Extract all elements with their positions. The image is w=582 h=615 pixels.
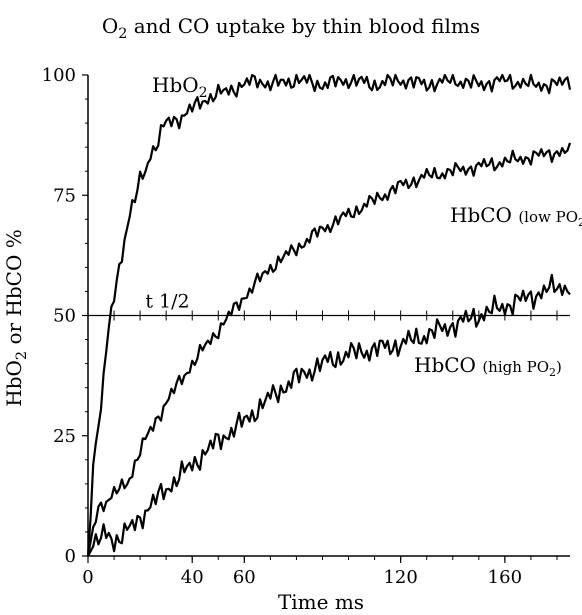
x-tick-label: 160 [488, 567, 522, 588]
half-time-label: t 1/2 [145, 291, 189, 313]
hbco-high-line [87, 273, 571, 557]
chart-title: O2 and CO uptake by thin blood films [0, 14, 582, 42]
y-tick-label: 75 [53, 185, 76, 206]
chart-title-o: O [101, 14, 119, 38]
hbco-high-series-label: HbCO (high PO2) [414, 353, 562, 379]
hbco-low-series-label: HbCO (low PO2) [450, 203, 582, 229]
x-tick-label: 0 [82, 567, 93, 588]
hbo2-series-label: HbO2 [152, 73, 208, 101]
y-tick-label: 50 [53, 306, 76, 327]
x-tick-label: 120 [383, 567, 417, 588]
hbo2-line [86, 73, 572, 557]
chart-title-main: and CO uptake by thin blood films [133, 14, 481, 38]
chart-title-sub: 2 [118, 26, 128, 42]
x-tick-label: 40 [181, 567, 204, 588]
hbco-low-line [86, 142, 572, 557]
x-axis-label: Time ms [277, 590, 365, 614]
y-tick-label: 25 [53, 426, 76, 447]
x-tick-label: 60 [233, 567, 256, 588]
y-tick-label: 100 [42, 65, 76, 86]
y-tick-label: 0 [65, 546, 76, 567]
